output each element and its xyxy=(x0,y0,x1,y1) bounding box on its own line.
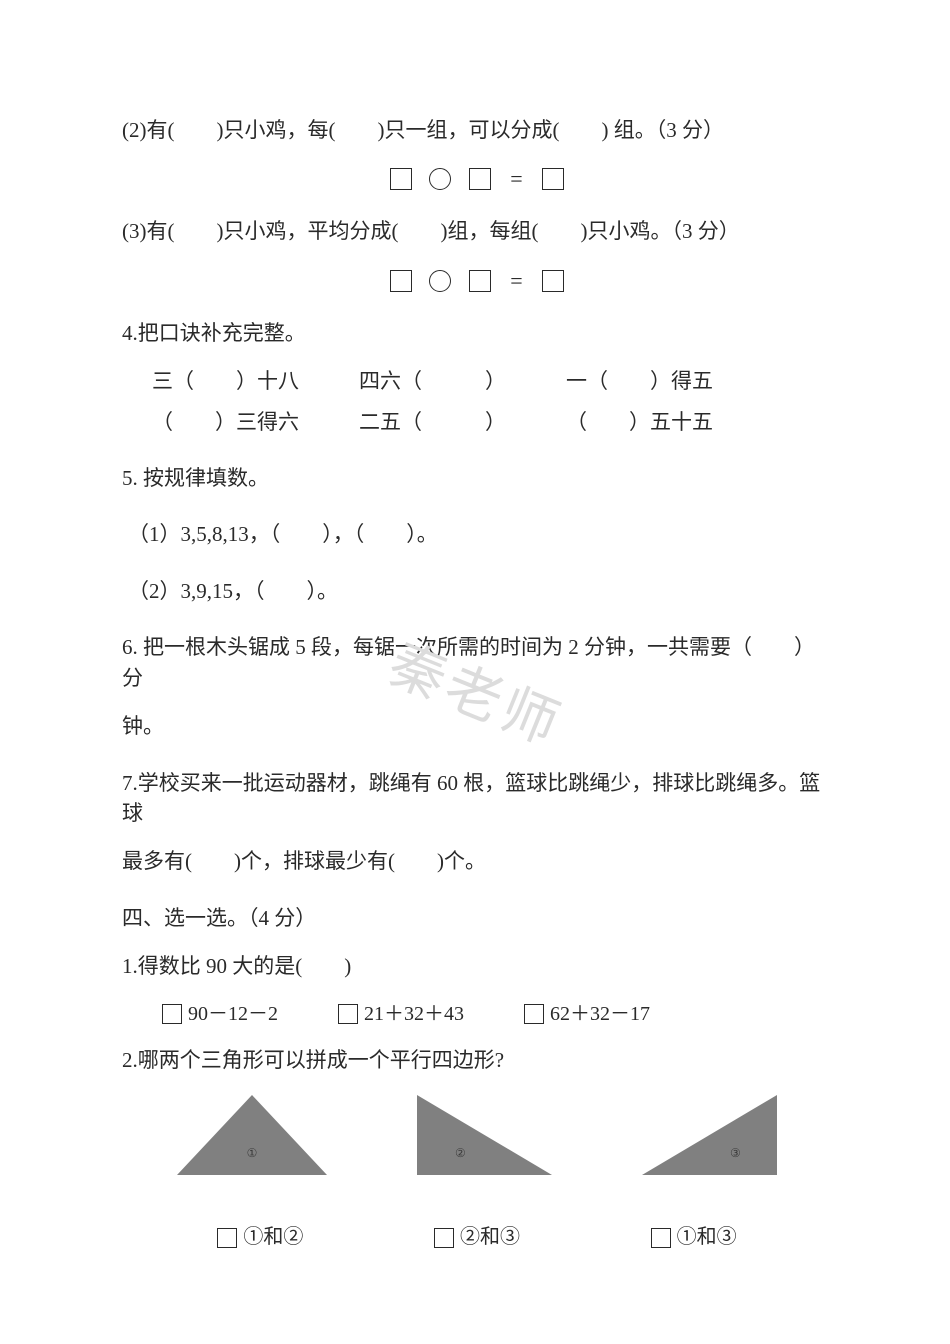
question-7-line-a: 7.学校买来一批运动器材，跳绳有 60 根，篮球比跳绳少，排球比跳绳多。篮球 xyxy=(122,768,832,829)
q4-r1-c1: 三（ ）十八 xyxy=(152,366,299,396)
blank-square xyxy=(542,270,564,292)
question-5a: （1）3,5,8,13，（ ），（ ）。 xyxy=(122,519,832,549)
checkbox-icon xyxy=(338,1004,358,1024)
blank-square xyxy=(469,270,491,292)
section4-p2-stem: 2.哪两个三角形可以拼成一个平行四边形? xyxy=(122,1045,832,1075)
p2-option-a[interactable]: ①和② xyxy=(217,1223,303,1252)
triangle-3: ③ xyxy=(642,1095,777,1175)
equation-row-3: = xyxy=(122,265,832,298)
q4-r2-c3: （ ）五十五 xyxy=(566,407,713,437)
equals-sign: = xyxy=(510,166,522,191)
checkbox-icon xyxy=(162,1004,182,1024)
question-3-text: (3)有( )只小鸡，平均分成( )组，每组( )只小鸡。（3 分） xyxy=(122,216,832,246)
question-6-line-b: 钟。 xyxy=(122,711,832,741)
triangle-1: ① xyxy=(177,1095,327,1175)
p2-option-a-label: ①和② xyxy=(243,1223,303,1252)
p1-option-a[interactable]: 90－12－2 xyxy=(162,1000,278,1029)
p2-option-b[interactable]: ②和③ xyxy=(434,1223,520,1252)
question-5b: （2）3,9,15，（ ）。 xyxy=(122,576,832,606)
triangle-2: ② xyxy=(417,1095,552,1175)
blank-square xyxy=(390,168,412,190)
q4-row2: （ ）三得六 二五（ ） （ ）五十五 xyxy=(122,407,832,437)
q4-r1-c2: 四六（ ） xyxy=(359,366,506,396)
triangle-row: ① ② ③ xyxy=(122,1095,832,1175)
equation-row-2: = xyxy=(122,163,832,196)
triangle-1-label: ① xyxy=(247,1145,258,1162)
p2-option-b-label: ②和③ xyxy=(460,1223,520,1252)
question-6-line-a: 6. 把一根木头锯成 5 段，每锯一次所需的时间为 2 分钟，一共需要（ ）分 xyxy=(122,632,832,693)
blank-square xyxy=(469,168,491,190)
q4-r2-c1: （ ）三得六 xyxy=(152,407,299,437)
blank-operator-circle xyxy=(429,270,451,292)
q4-r1-c3: 一（ ）得五 xyxy=(566,366,713,396)
section4-p2-options: ①和② ②和③ ①和③ xyxy=(122,1223,832,1252)
question-7-line-b: 最多有( )个，排球最少有( )个。 xyxy=(122,846,832,876)
question-5-title: 5. 按规律填数。 xyxy=(122,463,832,493)
triangle-2-label: ② xyxy=(455,1145,466,1162)
question-4-title: 4.把口诀补充完整。 xyxy=(122,318,832,348)
p1-option-b-label: 21＋32＋43 xyxy=(364,1000,464,1029)
equals-sign: = xyxy=(510,268,522,293)
section4-p1-options: 90－12－2 21＋32＋43 62＋32－17 xyxy=(122,1000,832,1029)
question-2-text: (2)有( )只小鸡，每( )只一组，可以分成( ) 组。（3 分） xyxy=(122,115,832,145)
blank-operator-circle xyxy=(429,168,451,190)
triangle-3-label: ③ xyxy=(730,1145,741,1162)
blank-square xyxy=(390,270,412,292)
p1-option-a-label: 90－12－2 xyxy=(188,1000,278,1029)
p2-option-c[interactable]: ①和③ xyxy=(651,1223,737,1252)
section-4-title: 四、选一选。（4 分） xyxy=(122,903,832,933)
p1-option-c-label: 62＋32－17 xyxy=(550,1000,650,1029)
checkbox-icon xyxy=(651,1228,671,1248)
q4-row1: 三（ ）十八 四六（ ） 一（ ）得五 xyxy=(122,366,832,396)
checkbox-icon xyxy=(524,1004,544,1024)
p2-option-c-label: ①和③ xyxy=(677,1223,737,1252)
checkbox-icon xyxy=(434,1228,454,1248)
q4-r2-c2: 二五（ ） xyxy=(359,407,506,437)
p1-option-b[interactable]: 21＋32＋43 xyxy=(338,1000,464,1029)
section4-p1-stem: 1.得数比 90 大的是( ) xyxy=(122,951,832,981)
p1-option-c[interactable]: 62＋32－17 xyxy=(524,1000,650,1029)
blank-square xyxy=(542,168,564,190)
checkbox-icon xyxy=(217,1228,237,1248)
